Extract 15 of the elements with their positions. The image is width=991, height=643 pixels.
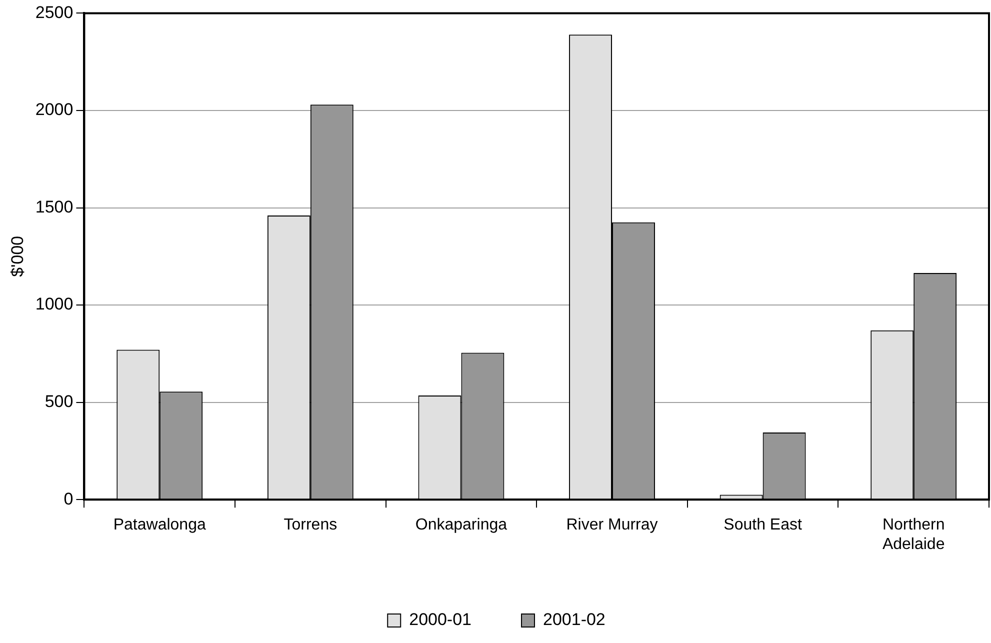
x-tick-label: South East: [724, 516, 802, 534]
x-tick-label: Onkaparinga: [415, 516, 508, 534]
y-tick-label: 2500: [35, 2, 74, 22]
y-tick-label: 500: [44, 392, 74, 412]
x-tick-label: Northern Adelaide: [882, 516, 945, 553]
y-tick-label: 0: [64, 489, 74, 508]
x-tick-label: Torrens: [284, 516, 338, 534]
legend-label: 2000-01: [409, 610, 472, 630]
y-tick-label: 1000: [35, 294, 74, 314]
y-axis-title: $'000: [8, 236, 27, 277]
legend-label: 2001-02: [543, 610, 606, 630]
y-tick-label: 1500: [35, 197, 74, 216]
x-tick-label: River Murray: [566, 516, 658, 534]
y-tick-label: 2000: [35, 100, 74, 120]
x-tick-label: Patawalonga: [113, 516, 206, 534]
